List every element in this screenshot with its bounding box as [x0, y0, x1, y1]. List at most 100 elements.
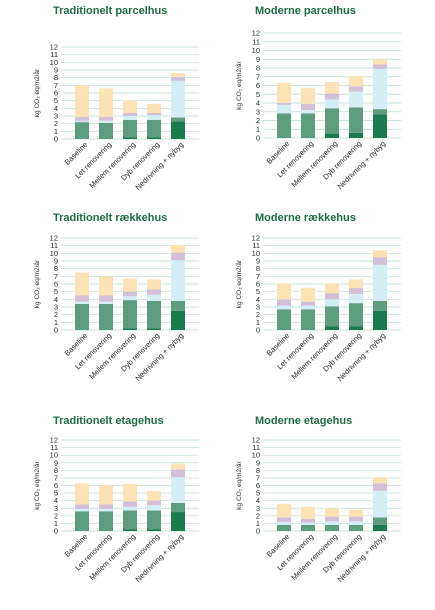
y-tick-label: 3	[256, 107, 260, 116]
bar-segment	[147, 103, 161, 113]
bar-segment	[277, 104, 291, 114]
bar-segment	[373, 483, 387, 491]
y-tick-label: 1	[256, 318, 260, 327]
bar-segment	[349, 326, 363, 330]
y-tick-label: 4	[256, 99, 260, 108]
y-tick-label: 7	[256, 473, 260, 482]
y-tick-label: 4	[54, 295, 58, 304]
bar-segment	[75, 509, 89, 512]
bar-segment	[171, 244, 185, 253]
bar-segment	[325, 306, 339, 327]
bar-segment	[171, 252, 185, 261]
bar-segment	[277, 299, 291, 306]
bar-segment	[99, 116, 113, 121]
bar-segment	[75, 85, 89, 117]
bar-segment	[325, 283, 339, 294]
bar-segment	[349, 524, 363, 531]
y-tick-label: 8	[256, 64, 260, 73]
bar-segment	[349, 287, 363, 294]
y-tick-label: 2	[256, 116, 260, 125]
bar-segment	[301, 506, 315, 519]
bar-segment	[349, 293, 363, 304]
bar-segment	[325, 524, 339, 531]
y-tick-label: 6	[54, 89, 58, 98]
bar-segment	[349, 279, 363, 288]
bar-segment	[99, 504, 113, 510]
y-tick-label: 7	[54, 272, 58, 281]
bar-segment	[349, 132, 363, 138]
bar-segment	[277, 521, 291, 525]
bar-segment	[277, 103, 291, 105]
y-tick-label: 12	[252, 436, 260, 445]
bar-segment	[75, 504, 89, 510]
bar-segment	[75, 120, 89, 123]
y-tick-label: 12	[252, 29, 260, 38]
bar-segment	[99, 485, 113, 505]
chart-title: Traditionelt parcelhus	[53, 5, 167, 17]
y-tick-label: 10	[252, 451, 260, 460]
bar-segment	[75, 303, 89, 330]
bar-segment	[373, 490, 387, 518]
bar-segment	[349, 91, 363, 108]
y-tick-label: 0	[54, 326, 58, 335]
bar-segment	[75, 511, 89, 531]
y-tick-label: 10	[252, 249, 260, 258]
bar-segment	[301, 305, 315, 310]
bar-segment	[123, 112, 137, 116]
bar-segment	[325, 299, 339, 307]
bar-segment	[75, 122, 89, 139]
bar-segment	[147, 279, 161, 290]
bar-segment	[99, 122, 113, 139]
bar-segment	[325, 133, 339, 138]
chart-title: Traditionelt etagehus	[53, 415, 164, 427]
bar-segment	[147, 505, 161, 511]
y-tick-label: 6	[54, 481, 58, 490]
y-tick-label: 0	[54, 527, 58, 536]
bar-segment	[373, 300, 387, 311]
y-tick-label: 4	[256, 496, 260, 505]
bar-segment	[325, 108, 339, 134]
y-tick-label: 9	[256, 458, 260, 467]
y-tick-label: 11	[50, 443, 58, 452]
bar-segment	[301, 110, 315, 114]
bar-segment	[301, 301, 315, 306]
y-tick-label: 3	[256, 504, 260, 513]
y-tick-label: 12	[252, 234, 260, 243]
y-tick-label: 7	[256, 272, 260, 281]
y-tick-label: 6	[54, 280, 58, 289]
bar-segment	[123, 296, 137, 301]
y-tick-label: 11	[252, 443, 260, 452]
bar-segment	[373, 59, 387, 65]
y-tick-label: 1	[54, 519, 58, 528]
bar-segment	[123, 300, 137, 329]
bar-segment	[147, 328, 161, 330]
y-tick-label: 6	[256, 481, 260, 490]
y-tick-label: 8	[54, 73, 58, 82]
bar-segment	[277, 517, 291, 522]
chart-title: Moderne parcelhus	[255, 5, 356, 17]
bar-segment	[123, 119, 137, 138]
bar-segment	[373, 114, 387, 138]
bar-segment	[373, 524, 387, 531]
y-tick-label: 5	[54, 287, 58, 296]
y-tick-label: 1	[54, 127, 58, 136]
bar-segment	[325, 293, 339, 300]
bar-segment	[75, 272, 89, 296]
bar-segment	[325, 521, 339, 525]
bar-segment	[99, 509, 113, 512]
bar-segment	[147, 112, 161, 116]
bar-segment	[373, 109, 387, 115]
bar-segment	[75, 295, 89, 302]
bar-segment	[171, 73, 185, 77]
bar-segment	[325, 508, 339, 517]
bar-segment	[277, 113, 291, 138]
bar-segment	[99, 276, 113, 296]
bar-segment	[123, 137, 137, 139]
y-tick-label: 1	[256, 125, 260, 134]
y-axis-label: kg CO₂ eq/m2/år	[33, 259, 41, 308]
